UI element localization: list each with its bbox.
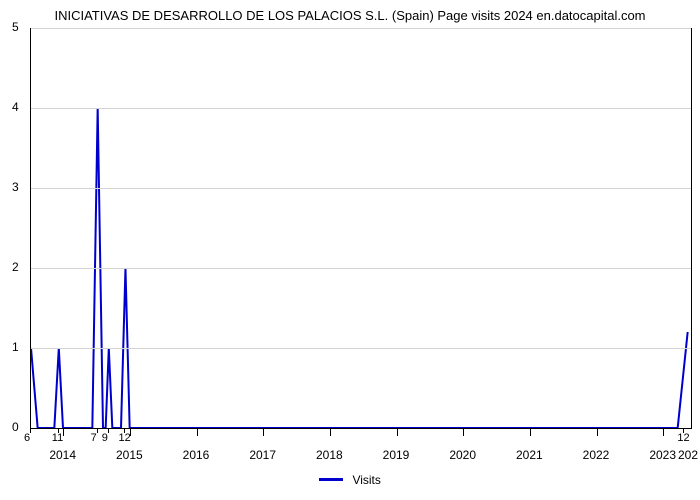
xtick-minor-label: 12 xyxy=(118,432,130,444)
xtick-year-label: 2023 xyxy=(649,448,676,462)
xtick-year-mark xyxy=(63,428,64,436)
xtick-year-label: 2014 xyxy=(49,448,76,462)
legend-swatch xyxy=(319,478,343,481)
legend-label: Visits xyxy=(352,473,380,487)
ytick-label: 5 xyxy=(12,20,19,34)
line-chart-svg xyxy=(31,28,691,428)
chart-title: INICIATIVAS DE DESARROLLO DE LOS PALACIO… xyxy=(0,8,700,23)
xtick-year-label: 2015 xyxy=(116,448,143,462)
xtick-minor-label: 11 xyxy=(52,432,63,444)
ytick-label: 3 xyxy=(12,180,19,194)
xtick-minor-label: 7 xyxy=(91,432,97,444)
xtick-year-mark xyxy=(597,428,598,436)
xtick-year-label: 202 xyxy=(678,448,698,462)
xtick-year-label: 2022 xyxy=(583,448,610,462)
xtick-mark xyxy=(97,428,98,433)
xtick-year-label: 2020 xyxy=(449,448,476,462)
gridline xyxy=(31,188,691,189)
ytick-label: 1 xyxy=(12,340,19,354)
xtick-minor-label: 12 xyxy=(677,432,689,444)
xtick-year-mark xyxy=(130,428,131,436)
xtick-year-mark xyxy=(197,428,198,436)
gridline xyxy=(31,348,691,349)
gridline xyxy=(31,108,691,109)
xtick-year-label: 2017 xyxy=(249,448,276,462)
xtick-year-mark xyxy=(330,428,331,436)
gridline xyxy=(31,268,691,269)
gridline xyxy=(31,28,691,29)
xtick-year-label: 2018 xyxy=(316,448,343,462)
chart-container: INICIATIVAS DE DESARROLLO DE LOS PALACIO… xyxy=(0,0,700,500)
xtick-year-mark xyxy=(397,428,398,436)
xtick-year-mark xyxy=(663,428,664,436)
plot-area xyxy=(30,28,692,429)
xtick-year-label: 2019 xyxy=(383,448,410,462)
xtick-mark xyxy=(30,428,31,433)
ytick-label: 4 xyxy=(12,100,19,114)
xtick-minor-label: 9 xyxy=(102,432,108,444)
xtick-minor-label: 6 xyxy=(24,432,30,444)
xtick-year-mark xyxy=(463,428,464,436)
ytick-label: 2 xyxy=(12,260,19,274)
xtick-year-label: 2016 xyxy=(183,448,210,462)
xtick-mark xyxy=(108,428,109,433)
legend: Visits xyxy=(0,472,700,487)
ytick-label: 0 xyxy=(12,420,19,434)
xtick-year-label: 2021 xyxy=(516,448,543,462)
xtick-year-mark xyxy=(530,428,531,436)
xtick-year-mark xyxy=(263,428,264,436)
